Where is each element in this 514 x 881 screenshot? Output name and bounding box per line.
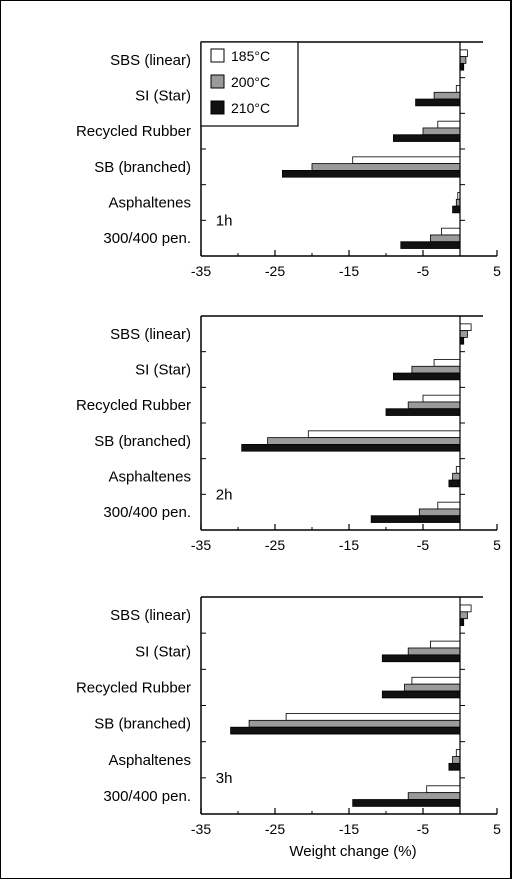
x-tick-label: -25 [265,821,285,837]
bar-300-400-pen-185-c [437,501,461,510]
x-axis-title: Weight change (%) [289,843,416,860]
bar-300-400-pen-185-c [426,785,461,794]
bar-300-400-pen-210-c [370,515,461,523]
legend-label-185-c: 185°C [231,48,270,64]
bar-si-star-210-c [381,654,461,663]
bar-si-star-200-c [411,365,461,374]
category-label-si-star: SI (Star) [135,362,191,379]
bar-sbs-linear-200-c [459,611,468,620]
bar-recycled-rubber-185-c [437,120,461,129]
bar-sb-branched-200-c [248,719,461,728]
bar-sb-branched-210-c [281,169,461,178]
category-label-recycled-rubber: Recycled Rubber [76,397,191,414]
bar-300-400-pen-200-c [429,234,461,243]
x-tick-label: -25 [265,537,285,553]
bar-sb-branched-200-c [311,163,461,171]
panel-time-label: 1h [216,212,233,229]
bar-sb-branched-185-c [285,713,461,721]
bar-sbs-linear-200-c [459,330,468,338]
legend: 185°C 200°C 210°C [200,41,299,127]
category-label-si-star: SI (Star) [135,88,191,105]
category-label-si-star: SI (Star) [135,643,191,660]
x-tick-label: 5 [493,263,501,279]
category-label-recycled-rubber: Recycled Rubber [76,123,191,140]
category-label-recycled-rubber: Recycled Rubber [76,679,191,696]
x-tick-label: -35 [191,821,211,837]
x-tick-label: -15 [339,821,359,837]
bar-asphaltenes-200-c [452,756,461,764]
bar-sb-branched-210-c [241,443,461,452]
x-tick-label: -5 [417,821,430,837]
legend-swatch-210-c [210,100,225,115]
bar-recycled-rubber-185-c [411,676,461,685]
bar-recycled-rubber-200-c [404,683,461,692]
bar-sb-branched-200-c [267,437,461,445]
category-label-sbs-linear: SBS (linear) [110,607,191,624]
bar-sb-branched-185-c [352,156,461,165]
panel-time-label: 3h [216,770,233,787]
bar-si-star-185-c [429,640,461,649]
chart-panel-2h: -35 -25 -15 -5 5 SBS (linear) SI (Star) Recycle… [76,315,501,553]
bar-asphaltenes-210-c [448,762,461,771]
x-tick-label: -5 [417,537,430,553]
category-label-asphaltenes: Asphaltenes [108,469,191,486]
x-tick-label: -35 [191,263,211,279]
category-label-300-400-pen: 300/400 pen. [103,230,191,247]
x-tick-label: -35 [191,537,211,553]
bar-sb-branched-210-c [230,726,461,735]
bar-sbs-linear-185-c [459,49,468,58]
chart-panel-1h: -35 -25 -15 -5 5 SBS (linear) SI (Star) Recycle… [76,41,501,279]
bar-si-star-210-c [415,98,461,107]
bar-300-400-pen-200-c [418,508,461,517]
bar-recycled-rubber-210-c [385,408,461,416]
legend-swatch-200-c [210,74,225,89]
x-tick-label: 5 [493,537,501,553]
bar-recycled-rubber-200-c [407,401,461,410]
legend-label-200-c: 200°C [231,74,270,90]
bar-si-star-200-c [433,91,461,100]
category-label-300-400-pen: 300/400 pen. [103,788,191,805]
bar-300-400-pen-200-c [407,792,461,800]
x-tick-label: -25 [265,263,285,279]
chart-panel-3h: -35 -25 -15 -5 5 SBS (linear) SI (Star) Recycle… [76,596,501,860]
bar-recycled-rubber-210-c [392,134,461,142]
bar-sbs-linear-200-c [459,56,467,64]
bar-sbs-linear-185-c [459,323,472,332]
category-label-asphaltenes: Asphaltenes [108,195,191,212]
x-tick-label: -5 [417,263,430,279]
bar-300-400-pen-210-c [352,799,461,807]
bar-sbs-linear-185-c [459,604,472,613]
bar-asphaltenes-200-c [452,472,461,481]
bar-recycled-rubber-185-c [422,394,461,403]
bar-si-star-185-c [433,359,461,367]
bar-300-400-pen-210-c [400,241,461,249]
category-label-sb-branched: SB (branched) [94,159,191,176]
category-label-asphaltenes: Asphaltenes [108,752,191,769]
legend-label-210-c: 210°C [231,100,270,116]
legend-swatch-185-c [210,48,225,63]
bar-recycled-rubber-200-c [422,127,461,136]
bar-sb-branched-185-c [307,430,461,439]
category-label-sbs-linear: SBS (linear) [110,52,191,69]
category-label-300-400-pen: 300/400 pen. [103,504,191,521]
bar-recycled-rubber-210-c [381,690,461,699]
x-tick-label: -15 [339,263,359,279]
bar-300-400-pen-185-c [441,227,461,236]
category-label-sb-branched: SB (branched) [94,716,191,733]
category-label-sbs-linear: SBS (linear) [110,326,191,343]
bar-si-star-200-c [407,647,461,656]
bar-asphaltenes-210-c [452,205,461,214]
bar-asphaltenes-210-c [448,479,461,488]
x-tick-label: 5 [493,821,501,837]
category-label-sb-branched: SB (branched) [94,433,191,450]
bar-si-star-210-c [392,372,461,381]
x-tick-label: -15 [339,537,359,553]
panel-time-label: 2h [216,486,233,503]
